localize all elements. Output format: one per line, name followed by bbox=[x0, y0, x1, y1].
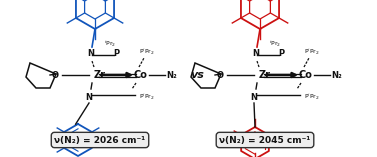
Text: P: P bbox=[278, 49, 284, 57]
Text: Zr: Zr bbox=[259, 70, 271, 80]
Text: N: N bbox=[253, 49, 259, 57]
Text: vs: vs bbox=[190, 70, 204, 80]
Text: N: N bbox=[87, 49, 95, 57]
Text: ν(N₂) = 2045 cm⁻¹: ν(N₂) = 2045 cm⁻¹ bbox=[219, 135, 311, 144]
Text: O: O bbox=[52, 70, 58, 79]
Text: P$^i$Pr$_2$: P$^i$Pr$_2$ bbox=[304, 47, 320, 57]
Text: N: N bbox=[86, 92, 92, 101]
Text: $^i$Pr$_2$: $^i$Pr$_2$ bbox=[104, 39, 116, 49]
Text: Co: Co bbox=[133, 70, 147, 80]
Text: P$^i$Pr$_2$: P$^i$Pr$_2$ bbox=[139, 47, 155, 57]
Text: O: O bbox=[216, 70, 224, 79]
Text: ν(N₂) = 2026 cm⁻¹: ν(N₂) = 2026 cm⁻¹ bbox=[54, 135, 146, 144]
Text: N₂: N₂ bbox=[332, 70, 342, 79]
Text: Co: Co bbox=[298, 70, 312, 80]
Text: P$^i$Pr$_2$: P$^i$Pr$_2$ bbox=[139, 92, 155, 102]
Text: N₂: N₂ bbox=[167, 70, 177, 79]
Text: P: P bbox=[113, 49, 119, 57]
Text: Zr: Zr bbox=[94, 70, 106, 80]
Text: P$^i$Pr$_2$: P$^i$Pr$_2$ bbox=[304, 92, 320, 102]
Text: $^i$Pr$_2$: $^i$Pr$_2$ bbox=[269, 39, 281, 49]
Text: N: N bbox=[250, 92, 257, 101]
